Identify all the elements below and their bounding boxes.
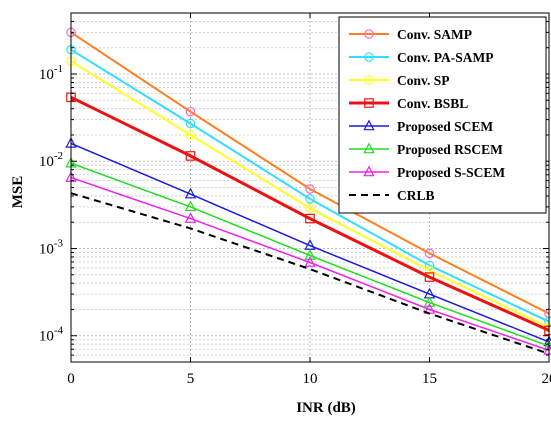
x-tick-label: 0 <box>67 371 75 387</box>
data-point <box>185 151 196 161</box>
legend-marker <box>364 98 374 108</box>
data-point <box>305 184 315 194</box>
legend-label: Conv. BSBL <box>397 96 468 111</box>
legend-marker <box>364 52 374 62</box>
data-point <box>305 213 315 224</box>
y-tick-base: 10 <box>39 329 54 345</box>
legend-marker <box>363 165 375 177</box>
legend: Conv. SAMP Conv. PA-SAMP Conv. SP Conv. BSB… <box>338 16 547 214</box>
y-axis-label: MSE <box>10 176 26 209</box>
y-tick-exponent: -2 <box>54 150 63 162</box>
series-line <box>70 192 550 355</box>
series-line <box>70 31 550 315</box>
y-tick-exponent: -1 <box>54 63 63 75</box>
x-tick-label: 15 <box>422 371 437 387</box>
y-tick-base: 10 <box>39 241 54 257</box>
legend-label: Conv. SAMP <box>397 27 472 42</box>
y-tick-base: 10 <box>39 67 54 83</box>
series-line <box>70 95 550 332</box>
series-line <box>70 60 550 329</box>
data-point <box>184 187 197 199</box>
y-tick-exponent: -4 <box>54 325 64 337</box>
data-point <box>185 130 196 140</box>
x-tick-label: 20 <box>542 371 551 387</box>
data-point <box>184 200 197 212</box>
data-point <box>305 194 315 204</box>
legend-marker <box>363 142 375 154</box>
x-axis-label: INR (dB) <box>296 400 356 416</box>
legend-label: CRLB <box>397 188 435 203</box>
legend-marker <box>364 75 374 85</box>
y-tick-label: 10-1 <box>39 63 63 83</box>
series-line <box>70 142 550 343</box>
series-line <box>70 48 550 323</box>
legend-label: Proposed RSCEM <box>397 142 503 157</box>
legend-marker <box>364 29 374 39</box>
data-point <box>423 296 436 307</box>
series-7 <box>70 192 550 355</box>
axis-ticks: 0510152010-410-310-210-1 <box>39 12 551 387</box>
y-tick-exponent: -3 <box>54 237 64 249</box>
data-point <box>185 106 196 117</box>
legend-marker <box>363 119 375 131</box>
x-tick-label: 5 <box>187 371 195 387</box>
data-point <box>424 272 435 282</box>
x-tick-label: 10 <box>303 371 318 387</box>
y-tick-base: 10 <box>39 154 54 170</box>
series-layer <box>65 27 551 355</box>
series-line <box>70 162 550 347</box>
legend-box <box>338 16 547 214</box>
y-tick-label: 10-3 <box>39 237 64 257</box>
data-point <box>304 256 316 267</box>
data-point <box>424 265 435 276</box>
series-line <box>70 176 550 352</box>
y-tick-label: 10-4 <box>39 325 64 345</box>
data-point <box>185 118 196 129</box>
legend-label: Conv. PA-SAMP <box>397 50 494 65</box>
data-point <box>184 212 197 223</box>
legend-label: Conv. SP <box>397 73 450 88</box>
data-point <box>304 249 316 260</box>
legend-label: Proposed SCEM <box>397 119 493 134</box>
legend-label: Proposed S-SCEM <box>397 165 505 180</box>
data-point <box>305 203 315 213</box>
data-point <box>424 248 435 259</box>
y-tick-label: 10-2 <box>39 150 63 170</box>
